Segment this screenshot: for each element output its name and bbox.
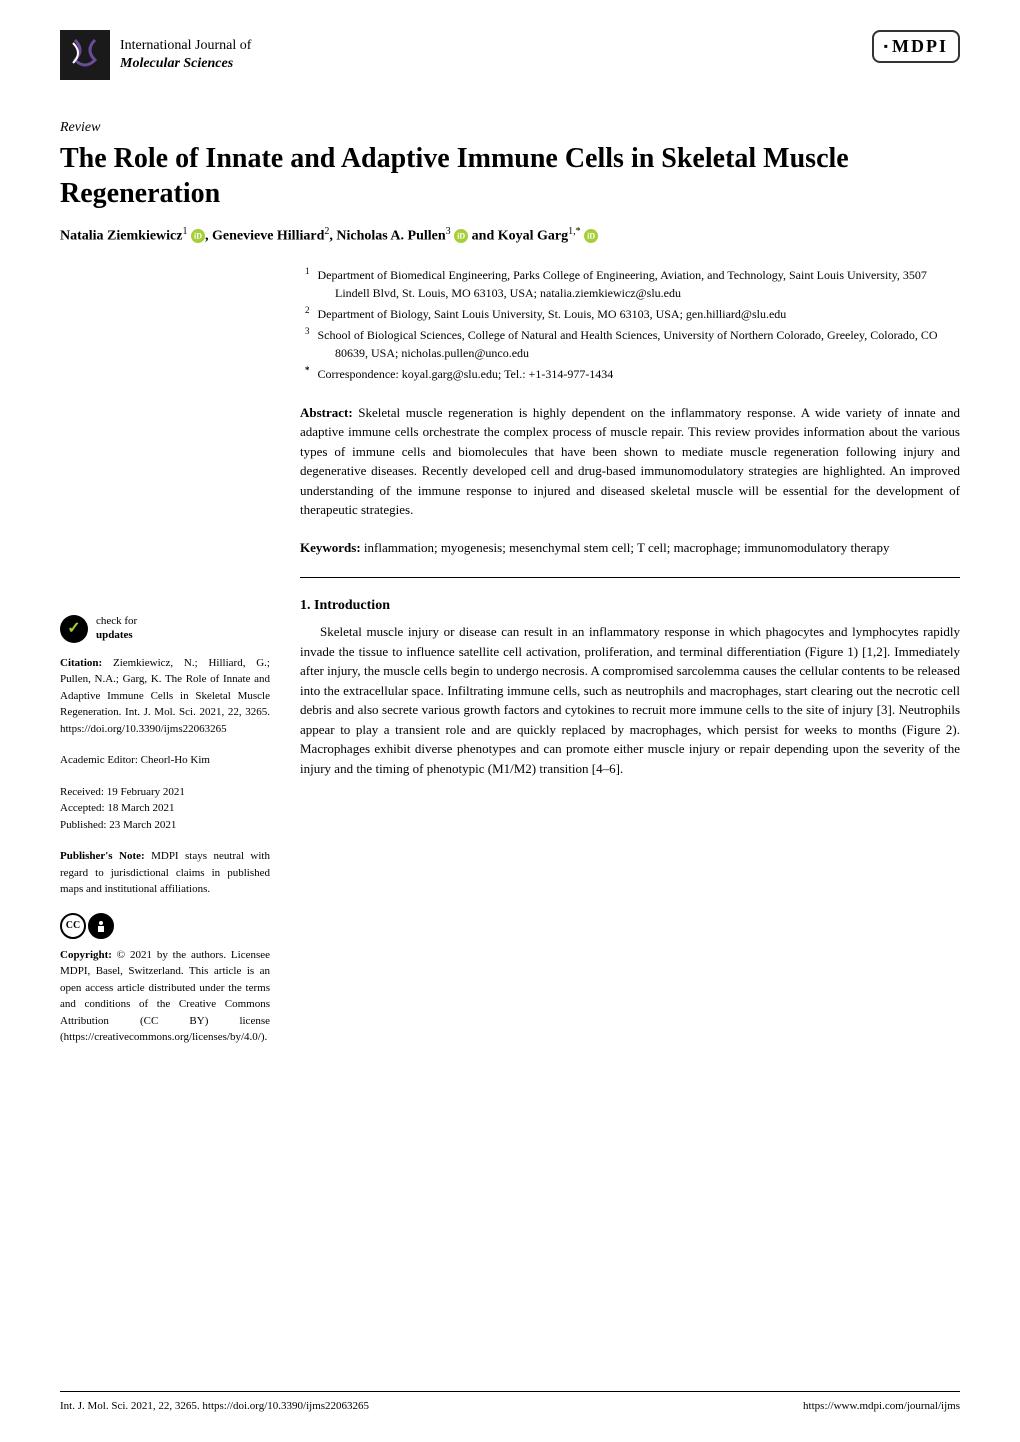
cc-license-block: CC Copyright: © 2021 by the authors. Lic… — [60, 913, 270, 1046]
page-footer: Int. J. Mol. Sci. 2021, 22, 3265. https:… — [60, 1391, 960, 1412]
sidebar: check for updates Citation: Ziemkiewicz,… — [60, 265, 270, 1056]
date-accepted: Accepted: 18 March 2021 — [60, 800, 270, 817]
copyright-body: © 2021 by the authors. Licensee MDPI, Ba… — [60, 949, 270, 1044]
section-1-heading: 1. Introduction — [300, 598, 960, 614]
date-published: Published: 23 March 2021 — [60, 817, 270, 834]
copyright-text: Copyright: © 2021 by the authors. Licens… — [60, 947, 270, 1046]
orcid-icon — [584, 229, 598, 243]
author-2: , Genevieve Hilliard — [205, 229, 324, 244]
editor-block: Academic Editor: Cheorl-Ho Kim — [60, 752, 270, 769]
copyright-label: Copyright: — [60, 949, 112, 961]
editor-label: Academic Editor: — [60, 754, 138, 766]
affiliation-3: 3 School of Biological Sciences, College… — [320, 325, 960, 362]
keywords-label: Keywords: — [300, 540, 361, 555]
author-1: Natalia Ziemkiewicz — [60, 229, 182, 244]
abstract-text: Skeletal muscle regeneration is highly d… — [300, 405, 960, 518]
affiliations: 1 Department of Biomedical Engineering, … — [300, 265, 960, 383]
correspondence: * Correspondence: koyal.garg@slu.edu; Te… — [320, 364, 960, 383]
author-4: and Koyal Garg — [468, 229, 568, 244]
body-content: 1 Department of Biomedical Engineering, … — [300, 265, 960, 1056]
editor-name: Cheorl-Ho Kim — [141, 754, 210, 766]
check-updates-text: check for updates — [96, 615, 137, 641]
keywords-text: inflammation; myogenesis; mesenchymal st… — [364, 540, 890, 555]
mdpi-logo: ▪ MDPI — [872, 30, 960, 63]
article-title: The Role of Innate and Adaptive Immune C… — [0, 136, 1020, 226]
by-icon — [88, 913, 114, 939]
journal-name-line1: International Journal of — [120, 37, 251, 55]
publisher-logo-block: ▪ MDPI — [872, 30, 960, 63]
section-divider — [300, 577, 960, 578]
affiliation-1: 1 Department of Biomedical Engineering, … — [320, 265, 960, 302]
orcid-icon — [454, 229, 468, 243]
check-updates-badge[interactable]: check for updates — [60, 615, 270, 643]
mdpi-text: MDPI — [892, 36, 948, 57]
author-3: , Nicholas A. Pullen — [329, 229, 445, 244]
footer-left: Int. J. Mol. Sci. 2021, 22, 3265. https:… — [60, 1400, 369, 1412]
citation-label: Citation: — [60, 657, 102, 669]
main-content: check for updates Citation: Ziemkiewicz,… — [0, 265, 1020, 1056]
page-header: International Journal of Molecular Scien… — [0, 0, 1020, 100]
journal-logo-block: International Journal of Molecular Scien… — [60, 30, 251, 80]
footer-right: https://www.mdpi.com/journal/ijms — [803, 1400, 960, 1412]
journal-logo-icon — [60, 30, 110, 80]
check-icon — [60, 615, 88, 643]
section-1-body: Skeletal muscle injury or disease can re… — [300, 622, 960, 778]
dates-block: Received: 19 February 2021 Accepted: 18 … — [60, 784, 270, 834]
cc-icon: CC — [60, 913, 86, 939]
affiliation-2: 2 Department of Biology, Saint Louis Uni… — [320, 304, 960, 323]
authors-line: Natalia Ziemkiewicz1 , Genevieve Hilliar… — [0, 226, 1020, 265]
article-type: Review — [0, 120, 1020, 136]
publisher-note-label: Publisher's Note: — [60, 850, 145, 862]
publisher-note: Publisher's Note: MDPI stays neutral wit… — [60, 848, 270, 898]
date-received: Received: 19 February 2021 — [60, 784, 270, 801]
abstract: Abstract: Skeletal muscle regeneration i… — [300, 403, 960, 520]
keywords: Keywords: inflammation; myogenesis; mese… — [300, 538, 960, 558]
journal-name: International Journal of Molecular Scien… — [120, 37, 251, 73]
abstract-label: Abstract: — [300, 405, 353, 420]
cc-icons: CC — [60, 913, 270, 939]
citation-block: Citation: Ziemkiewicz, N.; Hilliard, G.;… — [60, 655, 270, 738]
journal-name-line2: Molecular Sciences — [120, 55, 251, 73]
orcid-icon — [191, 229, 205, 243]
